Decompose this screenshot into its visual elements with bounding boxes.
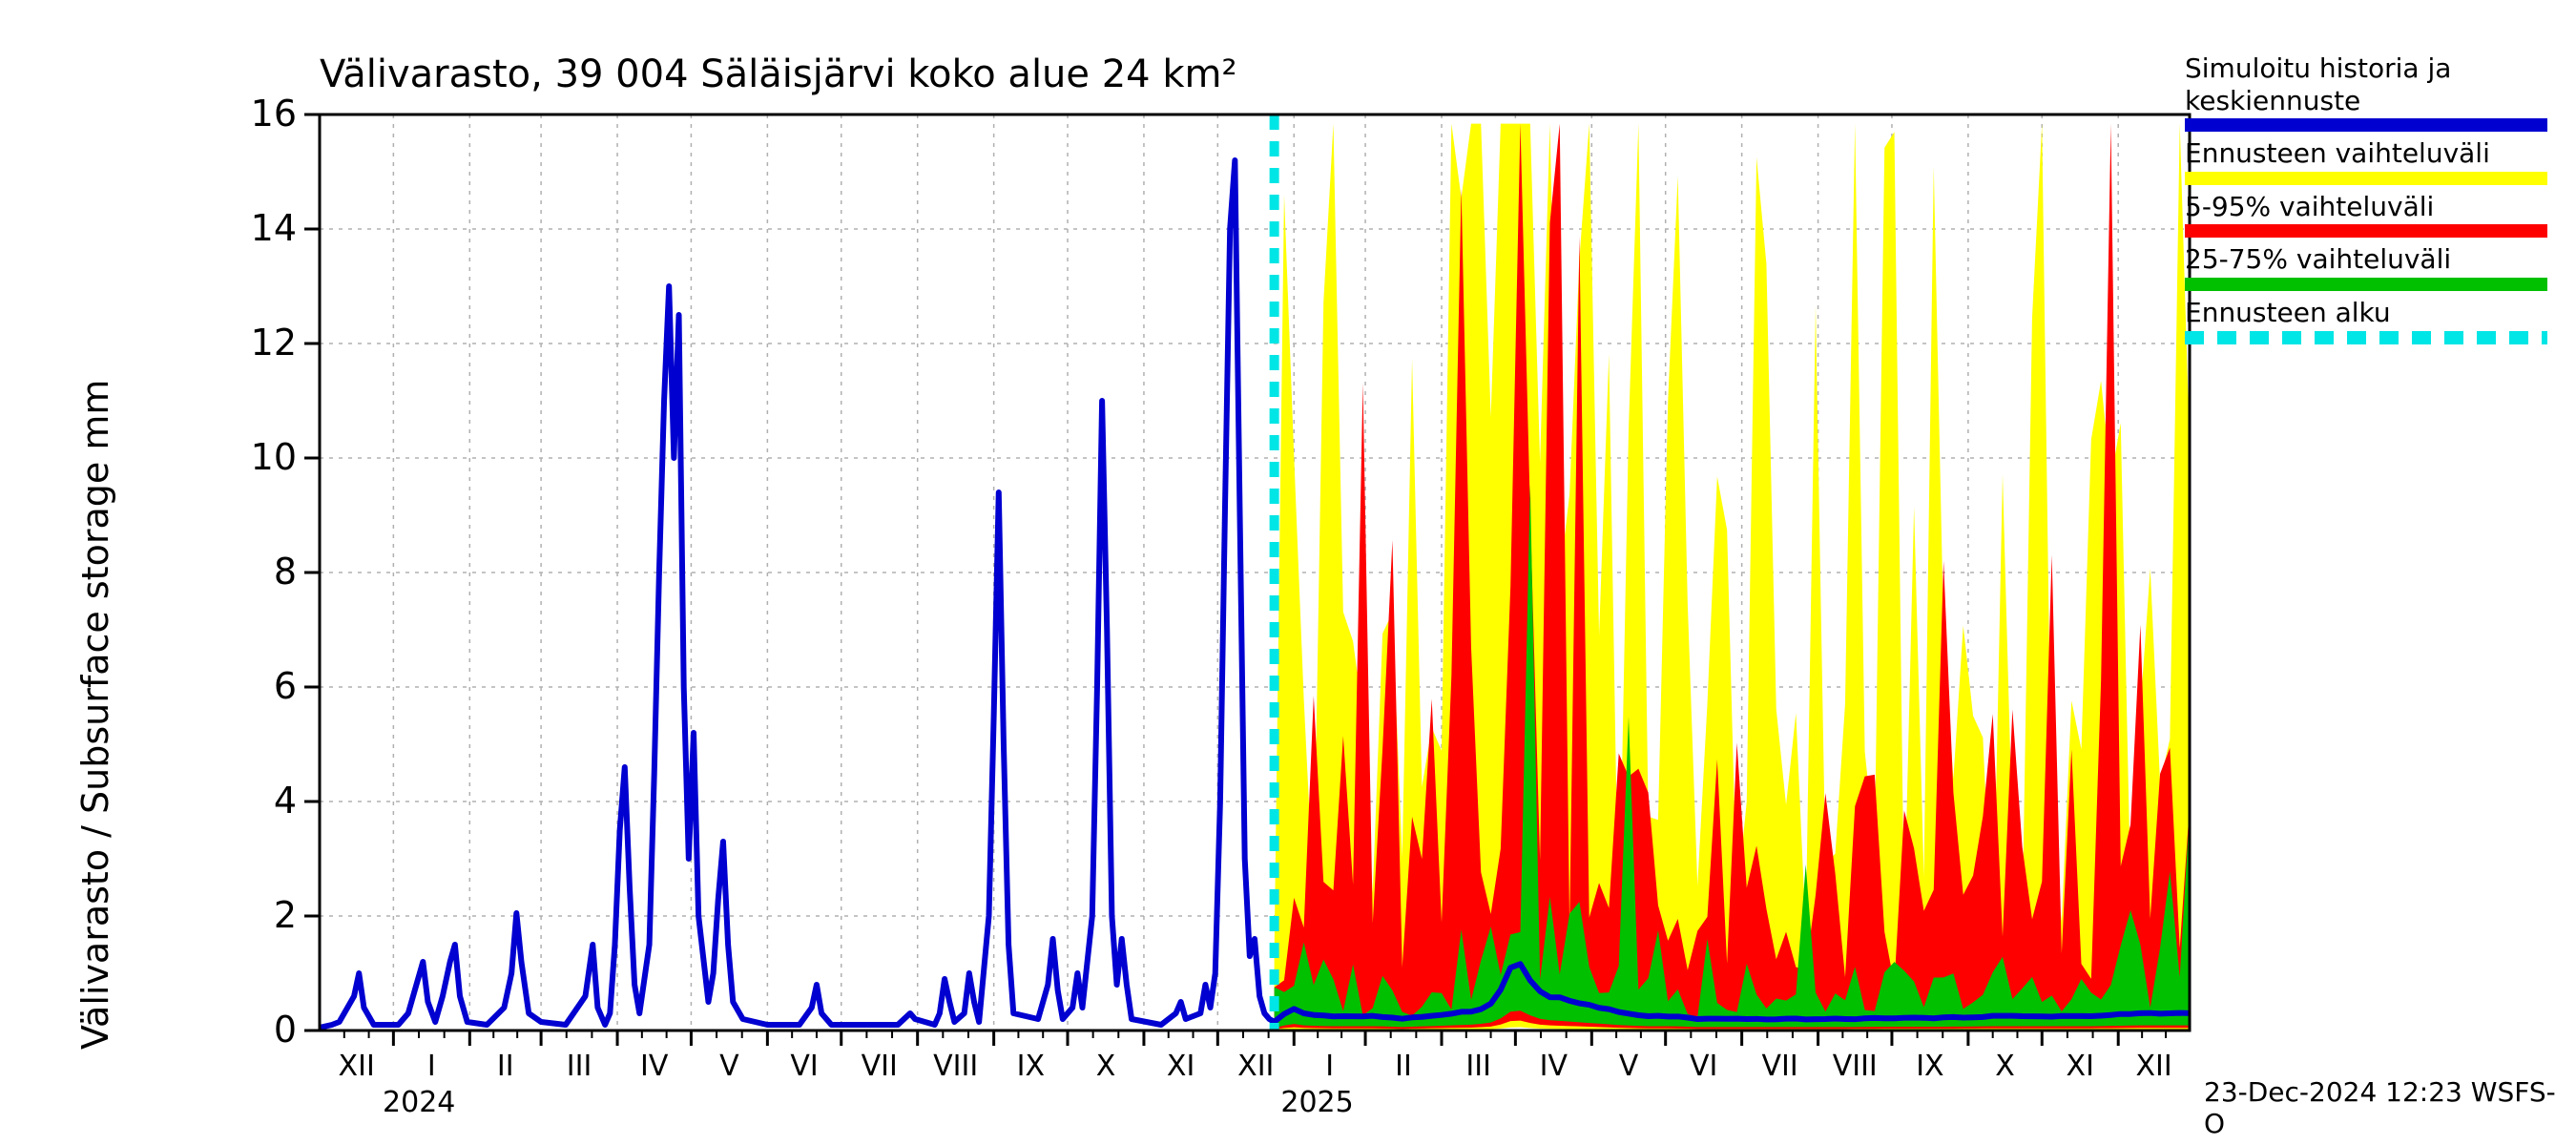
chart-root: Välivarasto, 39 004 Säläisjärvi koko alu… <box>0 0 2576 1145</box>
month-label: XII <box>2111 1050 2197 1083</box>
legend-swatch <box>2185 278 2547 291</box>
month-label: IV <box>612 1050 697 1083</box>
month-label: X <box>1063 1050 1149 1083</box>
month-label: III <box>536 1050 622 1083</box>
month-label: IX <box>987 1050 1073 1083</box>
y-tick-label: 0 <box>182 1009 297 1051</box>
y-tick-label: 16 <box>182 93 297 135</box>
month-label: XII <box>314 1050 400 1083</box>
month-label: V <box>1586 1050 1672 1083</box>
legend-swatch <box>2185 172 2547 185</box>
y-tick-label: 4 <box>182 780 297 822</box>
y-tick-label: 12 <box>182 322 297 364</box>
legend-swatch <box>2185 224 2547 238</box>
month-label: X <box>1963 1050 2048 1083</box>
month-label: II <box>1361 1050 1446 1083</box>
month-label: XI <box>1138 1050 1224 1083</box>
legend-label: Simuloitu historia ja keskiennuste <box>2185 52 2547 116</box>
month-label: III <box>1436 1050 1522 1083</box>
legend-label: 25-75% vaihteluväli <box>2185 243 2547 276</box>
y-tick-label: 14 <box>182 207 297 249</box>
month-label: VII <box>837 1050 923 1083</box>
y-tick-label: 6 <box>182 665 297 707</box>
year-label: 2024 <box>383 1086 455 1119</box>
legend-entry: Ennusteen alku <box>2185 297 2547 344</box>
month-label: VI <box>1661 1050 1747 1083</box>
legend-swatch <box>2185 331 2547 344</box>
month-label: VIII <box>913 1050 999 1083</box>
month-label: IV <box>1510 1050 1596 1083</box>
legend-swatch <box>2185 118 2547 132</box>
legend-label: Ennusteen vaihteluväli <box>2185 137 2547 170</box>
legend-entry: Simuloitu historia ja keskiennuste <box>2185 52 2547 132</box>
legend-entry: 5-95% vaihteluväli <box>2185 191 2547 239</box>
y-tick-label: 10 <box>182 436 297 478</box>
footer-timestamp: 23-Dec-2024 12:23 WSFS-O <box>2204 1076 2576 1139</box>
legend: Simuloitu historia ja keskiennuste Ennust… <box>2185 52 2547 350</box>
legend-entry: Ennusteen vaihteluväli <box>2185 137 2547 185</box>
legend-entry: 25-75% vaihteluväli <box>2185 243 2547 291</box>
month-label: V <box>686 1050 772 1083</box>
month-label: VI <box>761 1050 847 1083</box>
legend-label: Ennusteen alku <box>2185 297 2547 329</box>
y-tick-label: 8 <box>182 551 297 593</box>
year-label: 2025 <box>1280 1086 1353 1119</box>
month-label: VIII <box>1812 1050 1898 1083</box>
month-label: IX <box>1887 1050 1973 1083</box>
y-tick-label: 2 <box>182 894 297 936</box>
month-label: VII <box>1737 1050 1823 1083</box>
legend-label: 5-95% vaihteluväli <box>2185 191 2547 223</box>
